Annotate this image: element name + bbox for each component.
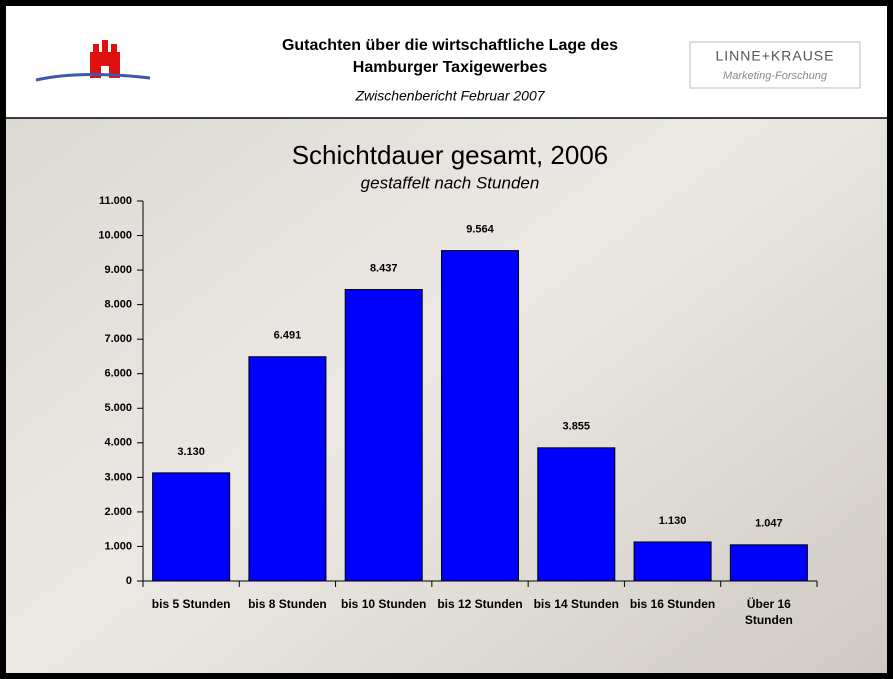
y-tick-label: 2.000 — [104, 506, 132, 518]
logo-name: LINNE+KRAUSE — [716, 48, 835, 64]
hamburg-logo — [35, 40, 151, 82]
y-tick-label: 6.000 — [104, 368, 132, 380]
x-tick-label: bis 12 Stunden — [437, 597, 523, 611]
bar — [248, 356, 327, 582]
x-tick-label: bis 10 Stunden — [341, 597, 427, 611]
chart-subtitle: gestaffelt nach Stunden — [361, 173, 540, 192]
x-tick-label: bis 16 Stunden — [629, 597, 716, 611]
x-tick-label: bis 5 Stunden — [151, 597, 231, 611]
y-tick-label: 10.000 — [98, 229, 132, 241]
bar — [633, 541, 712, 582]
value-label: 3.855 — [563, 421, 591, 433]
chart-title: Schichtdauer gesamt, 2006 — [292, 140, 609, 170]
y-tick-label: 4.000 — [104, 437, 132, 449]
header-subtitle: Zwischenbericht Februar 2007 — [354, 88, 545, 104]
y-tick-label: 5.000 — [104, 402, 132, 414]
logo-tagline: Marketing-Forschung — [723, 70, 828, 82]
y-tick-label: 1.000 — [104, 540, 132, 552]
y-tick-label: 3.000 — [104, 471, 132, 483]
y-tick-label: 9.000 — [104, 264, 132, 276]
value-label: 6.491 — [274, 330, 302, 342]
value-label: 8.437 — [370, 262, 398, 274]
value-label: 1.047 — [755, 518, 783, 530]
value-label: 9.564 — [466, 224, 494, 236]
bar — [152, 472, 231, 582]
x-tick-label: bis 8 Stunden — [248, 597, 327, 611]
bar — [344, 289, 423, 582]
bar — [729, 544, 808, 582]
y-tick-label: 0 — [126, 575, 132, 587]
value-label: 1.130 — [659, 515, 687, 527]
company-logo — [689, 41, 861, 89]
value-label: 3.130 — [177, 446, 205, 458]
header-title: Hamburger Taxigewerbes — [353, 59, 548, 76]
y-tick-label: 11.000 — [99, 195, 132, 207]
x-tick-label: bis 14 Stunden — [533, 597, 619, 611]
y-tick-label: 7.000 — [104, 333, 132, 345]
bar — [440, 250, 520, 582]
x-tick-label: Über 16 Stunden — [744, 597, 793, 627]
bar — [537, 447, 616, 582]
y-tick-label: 8.000 — [104, 299, 132, 311]
header-title: Gutachten über die wirtschaftliche Lage … — [282, 37, 618, 54]
